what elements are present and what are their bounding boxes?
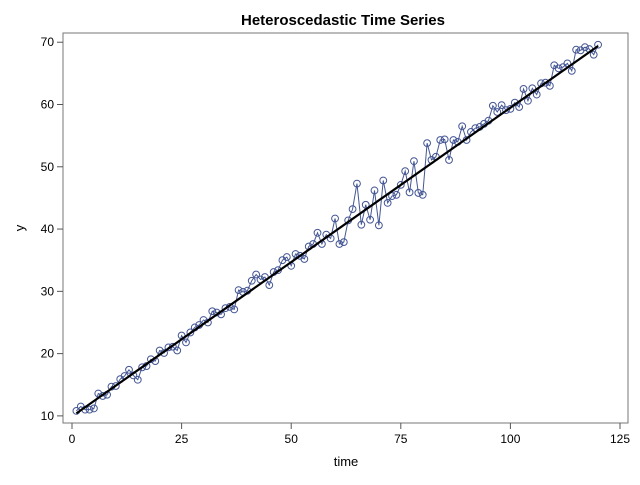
data-point (554, 64, 563, 73)
data-point (361, 200, 370, 209)
data-point (370, 186, 379, 195)
data-point (449, 136, 458, 144)
data-point (291, 250, 300, 258)
data-point (186, 328, 195, 337)
data-point (247, 276, 256, 285)
x-axis-ticks: 0 25 50 75 100 125 (69, 423, 630, 446)
data-point (405, 188, 414, 197)
data-point (173, 346, 182, 355)
data-point (414, 189, 423, 197)
series-line (76, 44, 599, 412)
data-point (401, 167, 410, 176)
data-point (445, 156, 453, 164)
x-tick-label: 100 (500, 432, 520, 446)
data-point (418, 190, 427, 199)
y-tick-label: 20 (41, 347, 55, 361)
y-tick-label: 70 (41, 35, 55, 49)
trend-line (75, 45, 599, 415)
data-point (138, 363, 147, 372)
data-point (388, 192, 396, 200)
data-point (208, 307, 217, 316)
y-tick-label: 50 (41, 160, 55, 174)
data-point (572, 45, 581, 54)
data-point (567, 66, 576, 75)
data-point (383, 199, 392, 207)
data-point (313, 228, 322, 237)
data-point (348, 205, 357, 214)
data-point (502, 106, 510, 115)
data-point (594, 40, 602, 49)
y-tick-label: 40 (41, 222, 55, 236)
data-point (436, 136, 445, 144)
data-point (357, 220, 366, 229)
data-point (125, 365, 133, 374)
data-point (519, 85, 528, 93)
data-point (440, 135, 449, 144)
data-point (300, 255, 309, 263)
data-point (335, 240, 344, 248)
y-axis-label: y (12, 224, 27, 231)
data-point (458, 122, 467, 131)
data-point (230, 305, 239, 314)
data-point (379, 176, 388, 185)
data-point (111, 382, 120, 390)
data-point (339, 238, 348, 247)
data-point (532, 90, 541, 99)
chart-title: Heteroscedastic Time Series (241, 12, 445, 29)
data-point (581, 43, 589, 52)
x-tick-label: 75 (394, 432, 408, 446)
plot-frame (62, 32, 629, 424)
data-point (392, 190, 401, 199)
data-point (410, 157, 418, 166)
data-point (396, 180, 405, 189)
data-point (331, 214, 339, 223)
data-point (488, 101, 497, 110)
x-axis-label: time (334, 454, 359, 469)
data-point (221, 304, 230, 313)
data-point (85, 405, 94, 414)
data-point (366, 215, 375, 224)
data-point (265, 281, 274, 290)
data-point (524, 96, 532, 105)
data-point (497, 101, 506, 110)
data-point (493, 108, 502, 116)
data-point (182, 338, 190, 347)
data-point (515, 103, 524, 111)
data-point (423, 139, 432, 148)
x-tick-label: 25 (175, 432, 189, 446)
data-point (133, 375, 142, 384)
x-tick-label: 125 (610, 432, 630, 446)
y-tick-label: 60 (41, 98, 55, 112)
y-tick-label: 10 (41, 409, 55, 423)
data-point (589, 50, 598, 59)
data-point (353, 179, 361, 188)
data-point (90, 404, 98, 413)
y-axis-ticks: 10 20 30 40 50 60 70 (41, 35, 63, 423)
data-point (545, 81, 554, 90)
plot-area (72, 40, 602, 415)
data-point (374, 221, 383, 230)
data-point (252, 270, 261, 279)
data-point (282, 253, 291, 261)
y-tick-label: 30 (41, 284, 55, 298)
x-tick-label: 50 (285, 432, 299, 446)
data-point (234, 286, 243, 294)
x-tick-label: 0 (69, 432, 76, 446)
